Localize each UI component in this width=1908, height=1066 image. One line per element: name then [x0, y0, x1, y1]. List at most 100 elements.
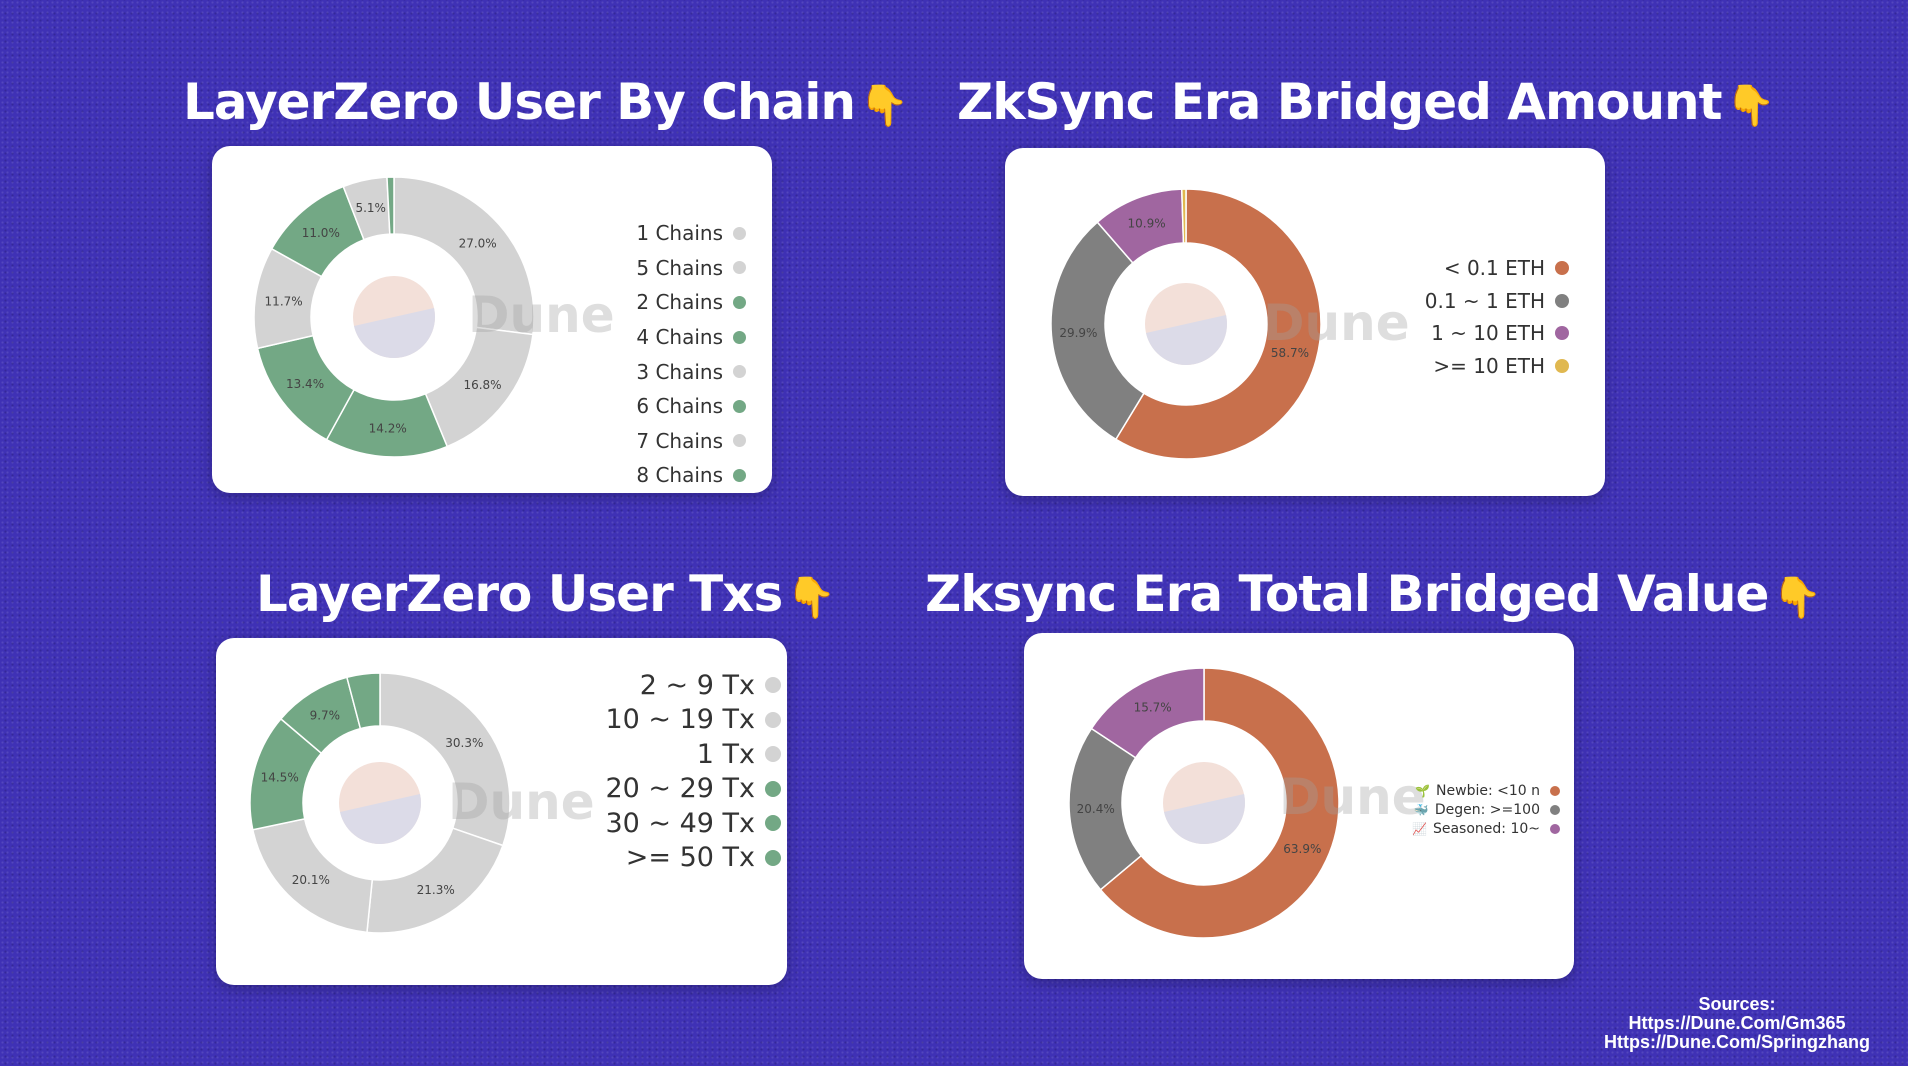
legend-label: >= 50 Tx — [625, 842, 755, 874]
legend-item[interactable]: 6 Chains — [636, 389, 746, 424]
legend-color-dot — [733, 330, 746, 344]
legend-label: 5 Chains — [636, 255, 723, 280]
chart-card-zksync-total-bridged-value: 63.9% 20.4% 15.7% Dune 🌱 Newbie: <10 n 🐳 Degen… — [1024, 633, 1574, 979]
legend-color-dot — [733, 434, 746, 448]
legend-item[interactable]: 1 Chains — [636, 216, 746, 251]
legend-item[interactable]: 0.1 ~ 1 ETH — [1425, 285, 1569, 318]
title-zksync-bridged-amount: ZkSync Era Bridged Amount 👇 — [957, 72, 1775, 136]
donut-chart: 30.3% 21.3% 20.1% 14.5% 9.7% Dune — [249, 672, 595, 934]
slice-seasoned-10[interactable] — [1090, 667, 1205, 759]
sources-note: Sources: Https://Dune.Com/Gm365 Https://… — [1604, 995, 1870, 1052]
slice-data-label: 15.7% — [1134, 700, 1172, 714]
legend-label: Degen: >=100 — [1434, 801, 1540, 818]
slice-data-label: 27.0% — [459, 236, 497, 250]
slice-10-19-tx[interactable] — [366, 827, 504, 934]
legend-item[interactable]: 1 ~ 10 ETH — [1425, 317, 1569, 350]
legend-item[interactable]: < 0.1 ETH — [1425, 252, 1569, 285]
legend-item[interactable]: 🐳 Degen: >=100 — [1412, 800, 1560, 819]
slice-data-label: 21.3% — [417, 883, 455, 897]
slice-data-label: 63.9% — [1283, 842, 1321, 856]
legend-color-dot — [1550, 785, 1560, 796]
legend-item[interactable]: >= 10 ETH — [1425, 350, 1569, 383]
legend-label: 2 ~ 9 Tx — [639, 669, 755, 701]
dune-watermark: Dune — [1279, 768, 1426, 826]
legend-label: 0.1 ~ 1 ETH — [1424, 288, 1545, 313]
legend-item[interactable]: 1 Tx — [605, 737, 781, 772]
legend-item[interactable]: 4 Chains — [636, 320, 746, 355]
legend-label: >= 10 ETH — [1433, 353, 1545, 378]
slice-1-chains[interactable] — [393, 176, 535, 336]
legend-color-dot — [1555, 326, 1569, 341]
slice-2-9-tx[interactable] — [379, 672, 511, 847]
chart-legend: 1 Chains 5 Chains 2 Chains 4 Chains 3 Chains… — [636, 216, 746, 493]
chart-legend: 🌱 Newbie: <10 n 🐳 Degen: >=100 📈 Seasoned: 10… — [1412, 781, 1560, 838]
legend-label: 4 Chains — [636, 325, 723, 350]
legend-color-dot — [1555, 358, 1569, 373]
legend-color-dot — [733, 365, 746, 379]
legend-color-dot — [765, 849, 781, 866]
legend-item[interactable]: 2 Chains — [636, 285, 746, 320]
legend-label: 30 ~ 49 Tx — [605, 807, 755, 839]
slice-data-label: 14.5% — [261, 771, 299, 785]
slice-10-eth[interactable] — [1180, 188, 1187, 244]
dune-watermark: Dune — [468, 286, 615, 344]
legend-color-dot — [765, 677, 781, 694]
legend-item[interactable]: 📈 Seasoned: 10~ — [1412, 819, 1560, 838]
slice-data-label: 13.4% — [286, 377, 324, 391]
slice-newbie-10-n[interactable] — [1099, 667, 1340, 939]
slice-data-label: 20.4% — [1077, 802, 1115, 816]
legend-emoji-icon: 🐳 — [1413, 802, 1429, 817]
slice-data-label: 9.7% — [310, 708, 341, 722]
legend-label: 1 Tx — [696, 738, 755, 770]
pointing-down-hand-icon: 👇 — [1772, 575, 1822, 621]
legend-item[interactable]: >= 50 Tx — [605, 841, 781, 876]
title-zksync-total-bridged-value: Zksync Era Total Bridged Value 👇 — [925, 564, 1822, 628]
slice-data-label: 10.9% — [1127, 216, 1165, 230]
slice-0-1-eth[interactable] — [1114, 188, 1322, 460]
pointing-down-hand-icon: 👇 — [859, 83, 909, 129]
legend-item[interactable]: 8 Chains — [636, 458, 746, 493]
title-text: LayerZero User Txs — [256, 565, 783, 623]
legend-label: 1 Chains — [636, 221, 723, 246]
legend-item[interactable]: 10 ~ 19 Tx — [605, 703, 781, 738]
chart-card-zksync-bridged-amount: 58.7% 29.9% 10.9% Dune < 0.1 ETH 0.1 ~ 1 ETH… — [1005, 148, 1605, 496]
slice-8-chains[interactable] — [386, 176, 395, 235]
chart-legend: < 0.1 ETH 0.1 ~ 1 ETH 1 ~ 10 ETH >= 10 ETH — [1425, 252, 1569, 382]
legend-color-dot — [1555, 261, 1569, 276]
legend-item[interactable]: 2 ~ 9 Tx — [605, 668, 781, 703]
legend-label: 6 Chains — [636, 394, 723, 419]
legend-color-dot — [1550, 804, 1560, 815]
legend-item[interactable]: 5 Chains — [636, 251, 746, 286]
slice-data-label: 30.3% — [445, 736, 483, 750]
donut-chart: 63.9% 20.4% 15.7% Dune — [1068, 667, 1426, 939]
title-text: ZkSync Era Bridged Amount — [957, 73, 1723, 131]
legend-label: < 0.1 ETH — [1443, 256, 1545, 281]
chart-card-layerzero-user-by-chain: 27.0% 16.8% 14.2% 13.4% 11.7% 11.0% 5.1% Dune 1… — [212, 146, 772, 493]
title-text: LayerZero User By Chain — [183, 73, 856, 131]
legend-label: Newbie: <10 n — [1436, 782, 1540, 799]
chart-legend: 2 ~ 9 Tx 10 ~ 19 Tx 1 Tx 20 ~ 29 Tx 30 ~ 49 … — [605, 668, 781, 875]
legend-color-dot — [1555, 293, 1569, 308]
legend-color-dot — [733, 295, 746, 309]
legend-item[interactable]: 30 ~ 49 Tx — [605, 806, 781, 841]
legend-item[interactable]: 7 Chains — [636, 424, 746, 459]
slice-data-label: 58.7% — [1271, 346, 1309, 360]
legend-item[interactable]: 20 ~ 29 Tx — [605, 772, 781, 807]
donut-chart: 27.0% 16.8% 14.2% 13.4% 11.7% 11.0% 5.1% Dune — [253, 176, 615, 458]
legend-color-dot — [765, 780, 781, 797]
dune-logo-icon — [1163, 762, 1245, 844]
source-link-gm365[interactable]: Https://Dune.Com/Gm365 — [1628, 1013, 1846, 1033]
legend-label: 7 Chains — [636, 428, 723, 453]
legend-label: 20 ~ 29 Tx — [605, 773, 755, 805]
pointing-down-hand-icon: 👇 — [786, 575, 836, 621]
slice-0-1-1-eth[interactable] — [1050, 221, 1145, 441]
source-link-springzhang[interactable]: Https://Dune.Com/Springzhang — [1604, 1032, 1870, 1052]
legend-item[interactable]: 3 Chains — [636, 354, 746, 389]
dune-logo-icon — [353, 276, 435, 358]
slice-50-tx[interactable] — [345, 672, 381, 730]
legend-label: 2 Chains — [636, 290, 723, 315]
legend-item[interactable]: 🌱 Newbie: <10 n — [1412, 781, 1560, 800]
dune-watermark: Dune — [448, 773, 595, 831]
dune-watermark: Dune — [1263, 294, 1410, 352]
slice-data-label: 29.9% — [1059, 326, 1097, 340]
